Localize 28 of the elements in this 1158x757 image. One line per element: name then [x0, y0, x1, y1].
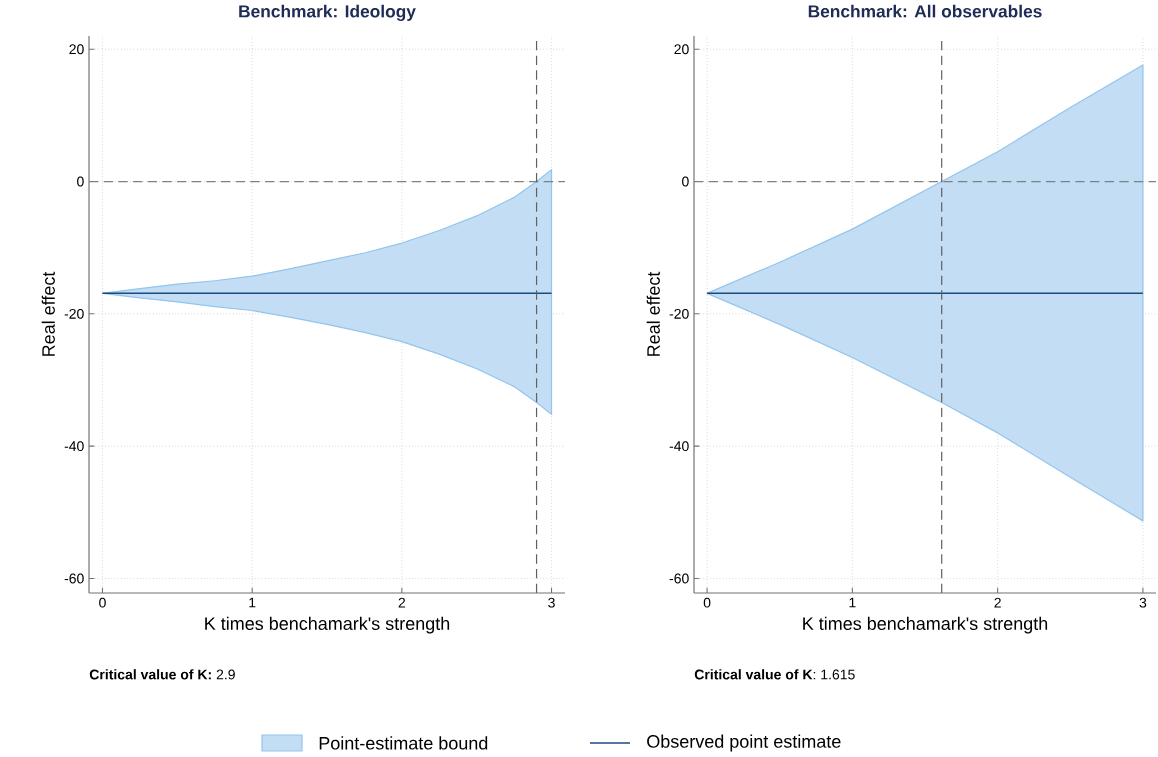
y-tick-label: -40 — [64, 441, 84, 452]
text: Critical value of K: 2.9 — [89, 669, 235, 680]
chart-title: Benchmark: All observables — [808, 4, 1042, 18]
y-tick-label: -20 — [669, 308, 689, 319]
x-tick-label: 2 — [398, 597, 406, 608]
y-tick-label: -60 — [669, 573, 689, 584]
x-axis-title: K times benchamark's strength — [803, 616, 1048, 634]
text: Point-estimate bound — [319, 736, 488, 750]
x-tick-label: 0 — [99, 597, 106, 608]
y-tick-label: -60 — [64, 573, 84, 584]
x-tick-label: 1 — [249, 597, 256, 608]
chart-title: Benchmark: Ideology — [239, 4, 416, 22]
x-axis-title: K times benchamark's strength — [205, 616, 450, 634]
x-tick-label: 2 — [994, 597, 1001, 608]
y-axis-title: Real effect — [41, 271, 55, 356]
y-tick-label: 20 — [69, 44, 84, 55]
y-tick-label: -40 — [669, 441, 689, 452]
x-tick-label: 3 — [1139, 597, 1147, 608]
x-tick-label: 3 — [548, 597, 555, 608]
y-tick-label: 20 — [674, 44, 689, 55]
x-tick-label: 0 — [703, 597, 711, 608]
y-tick-label: 0 — [682, 176, 689, 187]
y-axis-title: Real effect — [646, 271, 660, 356]
y-tick-label: 0 — [77, 176, 84, 187]
y-tick-label: -20 — [64, 308, 84, 319]
text: Critical value of K: 1.615 — [694, 669, 855, 680]
legend-label: Observed point estimate — [647, 734, 841, 752]
x-tick-label: 1 — [849, 597, 856, 608]
